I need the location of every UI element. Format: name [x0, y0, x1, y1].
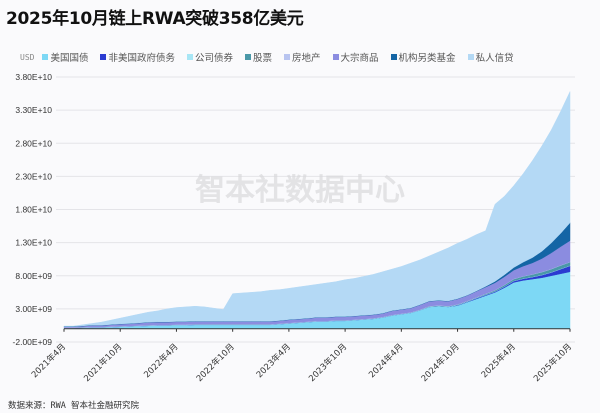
source-note: 数据来源：RWA 智本社金融研究院 — [8, 401, 139, 411]
legend-item[interactable]: 私人信贷 — [467, 50, 514, 64]
y-tick-label: 3.00E+09 — [15, 304, 52, 314]
legend-swatch — [245, 54, 251, 60]
areas — [63, 91, 571, 329]
legend-item[interactable]: 非美国政府债务 — [100, 50, 175, 64]
x-tick-label: 2023年4月 — [254, 341, 293, 380]
legend-swatch — [390, 54, 397, 60]
legend-swatch — [284, 54, 291, 60]
legend-label: 房地产 — [292, 53, 321, 64]
legend-label: 非美国政府债务 — [108, 53, 175, 64]
legend-label: 私人信贷 — [475, 53, 514, 64]
legend-item[interactable]: 公司债券 — [186, 50, 233, 64]
legend-item[interactable]: 股票 — [245, 50, 272, 64]
x-tick-label: 2024年10月 — [419, 341, 462, 384]
unit-label: USD — [20, 52, 35, 62]
legend-swatch — [332, 54, 339, 60]
y-tick-label: -2.00E+09 — [13, 337, 53, 347]
legend-item[interactable]: 美国国债 — [42, 50, 88, 64]
legend-label: 大宗商品 — [340, 53, 379, 64]
x-tick-label: 2022年10月 — [194, 341, 237, 384]
chart-title: 2025年10月链上RWA突破358亿美元 — [6, 9, 304, 29]
y-tick-label: 2.80E+10 — [15, 138, 52, 148]
y-tick-label: 8.00E+09 — [15, 271, 52, 281]
x-tick-label: 2025年10月 — [531, 341, 574, 384]
legend-label: 股票 — [253, 53, 273, 64]
legend-label: 美国国债 — [50, 53, 89, 64]
x-tick-label: 2025年4月 — [479, 341, 518, 380]
watermark: 智本社数据中心 — [195, 173, 405, 208]
x-tick-label: 2024年4月 — [367, 341, 406, 380]
legend: USD 美国国债 非美国政府债务 公司债券 股票 房地产 大宗商品 机构另类基金 私人信贷 — [20, 50, 526, 65]
legend-swatch — [100, 54, 107, 60]
y-tick-label: 1.80E+10 — [15, 205, 52, 215]
x-tick-label: 2022年4月 — [142, 341, 181, 380]
legend-label: 公司债券 — [194, 53, 233, 64]
legend-item[interactable]: 房地产 — [284, 50, 321, 64]
y-tick-label: 1.30E+10 — [15, 238, 52, 248]
x-tick-label: 2021年4月 — [29, 341, 68, 380]
legend-item[interactable]: 机构另类基金 — [390, 50, 456, 64]
area-series-7 — [63, 91, 571, 327]
legend-swatch — [467, 54, 474, 60]
legend-label: 机构另类基金 — [398, 53, 456, 64]
legend-swatch — [42, 54, 49, 60]
y-tick-label: 3.30E+10 — [15, 105, 52, 115]
x-tick-label: 2023年10月 — [306, 341, 349, 384]
y-tick-label: 2.30E+10 — [15, 171, 52, 181]
legend-swatch — [186, 54, 193, 60]
x-tick-label: 2021年10月 — [82, 341, 125, 384]
y-tick-label: 3.80E+10 — [15, 72, 52, 82]
legend-item[interactable]: 大宗商品 — [332, 50, 379, 64]
